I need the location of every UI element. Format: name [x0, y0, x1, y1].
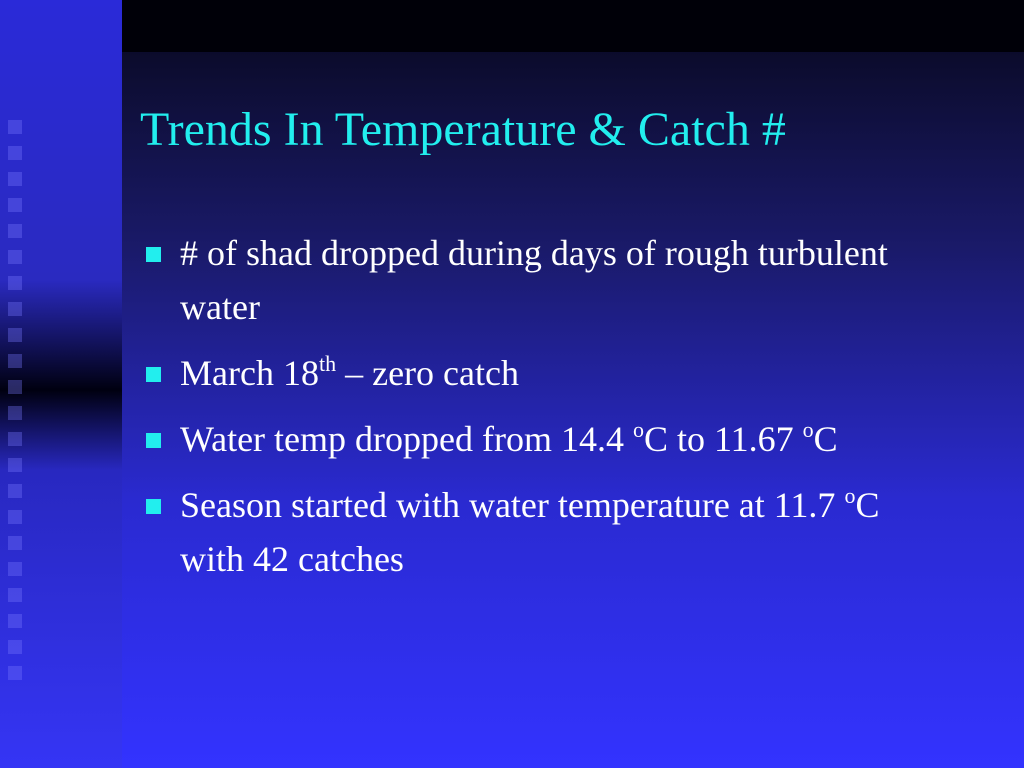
bullet-list: # of shad dropped during days of rough t…	[146, 226, 940, 598]
decor-square	[8, 484, 22, 498]
decor-square	[8, 536, 22, 550]
superscript: o	[632, 417, 644, 442]
decor-square	[8, 276, 22, 290]
superscript: th	[318, 351, 337, 376]
decor-square	[8, 302, 22, 316]
superscript: o	[844, 483, 856, 508]
bullet: Season started with water temperature at…	[146, 478, 940, 586]
bullet: Water temp dropped from 14.4 oC to 11.67…	[146, 412, 940, 466]
decor-square	[8, 120, 22, 134]
decor-square	[8, 224, 22, 238]
bullet-text: C	[813, 419, 838, 459]
decor-square	[8, 562, 22, 576]
slide-title: Trends In Temperature & Catch #	[140, 103, 786, 156]
bullet: # of shad dropped during days of rough t…	[146, 226, 940, 334]
decor-square	[8, 510, 22, 524]
bullet-text: C with 42 catches	[180, 485, 880, 579]
decor-square	[8, 328, 22, 342]
decor-square	[8, 458, 22, 472]
decor-square	[8, 146, 22, 160]
bullet-marker	[146, 433, 161, 448]
decor-square	[8, 640, 22, 654]
decor-square	[8, 250, 22, 264]
bullet-text: – zero catch	[336, 353, 519, 393]
bullet-marker	[146, 247, 161, 262]
superscript: o	[802, 417, 814, 442]
decor-square	[8, 380, 22, 394]
bullet-text: Season started with water temperature at…	[180, 485, 845, 525]
bullet-text: Water temp dropped from 14.4	[180, 419, 633, 459]
bullet: March 18th – zero catch	[146, 346, 940, 400]
bullet-text: March 18	[180, 353, 319, 393]
decor-square	[8, 432, 22, 446]
top-bar	[122, 0, 1024, 52]
bullet-text: C to 11.67	[643, 419, 803, 459]
decor-square	[8, 406, 22, 420]
decor-square	[8, 172, 22, 186]
bullet-text: # of shad dropped during days of rough t…	[180, 233, 888, 327]
decor-square	[8, 614, 22, 628]
decor-square	[8, 354, 22, 368]
decor-square	[8, 666, 22, 680]
bullet-marker	[146, 499, 161, 514]
decor-square	[8, 588, 22, 602]
side-strip	[0, 0, 122, 768]
bullet-marker	[146, 367, 161, 382]
decor-square	[8, 198, 22, 212]
